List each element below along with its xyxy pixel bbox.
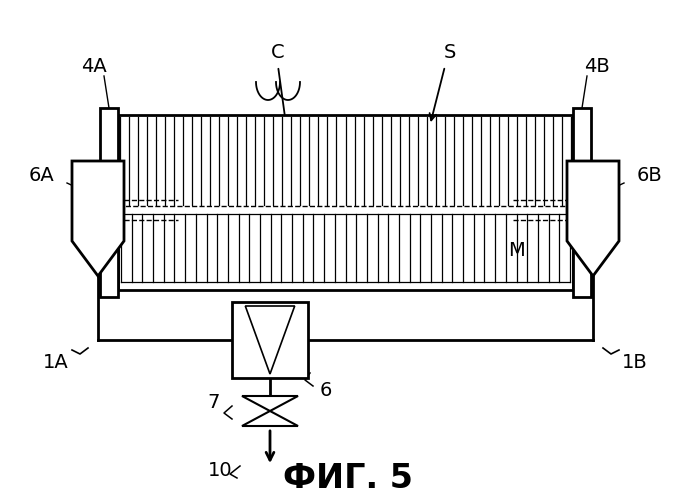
Text: 4B: 4B: [584, 56, 610, 76]
Text: 6A: 6A: [29, 166, 54, 185]
Bar: [573, 108, 591, 297]
Polygon shape: [72, 161, 124, 276]
Polygon shape: [245, 306, 294, 374]
Text: 7: 7: [208, 394, 220, 412]
Text: 1B: 1B: [622, 352, 648, 372]
Text: 4A: 4A: [81, 56, 107, 76]
Text: C: C: [271, 42, 285, 62]
Text: M: M: [508, 242, 525, 260]
Text: S: S: [444, 42, 456, 62]
Text: 6: 6: [320, 380, 333, 400]
Text: ФИГ. 5: ФИГ. 5: [283, 462, 413, 494]
Polygon shape: [567, 161, 619, 276]
Text: 10: 10: [207, 462, 232, 480]
Bar: [118, 115, 573, 290]
Text: 6B: 6B: [637, 166, 663, 185]
Polygon shape: [242, 411, 298, 426]
Polygon shape: [242, 396, 298, 411]
Bar: [100, 108, 118, 297]
Bar: [232, 302, 308, 378]
Text: 1A: 1A: [43, 352, 69, 372]
